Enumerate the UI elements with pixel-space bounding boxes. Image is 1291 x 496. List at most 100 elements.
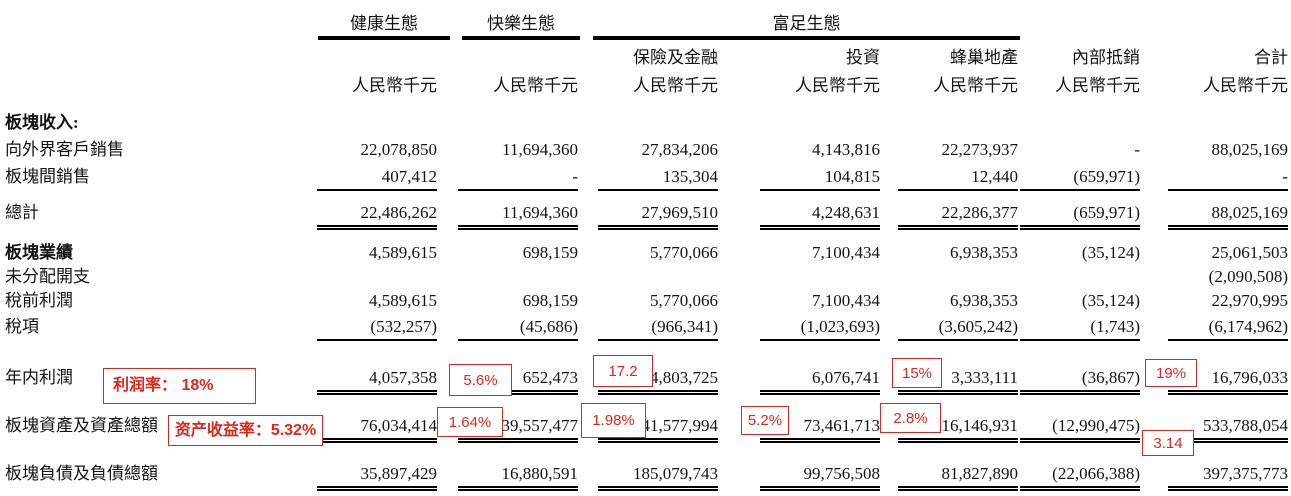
header-rule-wealth [593, 36, 1020, 40]
annotation-total-profit-margin: 19% [1145, 359, 1197, 387]
cell-value: 407,412 [317, 166, 437, 191]
unit-label: 人民幣千元 [1055, 76, 1140, 95]
group-header-happy: 快樂生態 [487, 14, 555, 33]
cell-value: 11,694,360 [502, 140, 578, 159]
units-row: 人民幣千元 人民幣千元 人民幣千元 人民幣千元 人民幣千元 人民幣千元 人民幣千… [0, 75, 1288, 97]
cell-value: 35,897,429 [317, 463, 437, 491]
cell-value: 698,159 [522, 243, 578, 262]
annotation-happy-return-on-assets: 1.64% [437, 407, 503, 437]
cell-value: 27,969,510 [598, 202, 718, 230]
cell-value: 4,143,816 [812, 140, 880, 159]
cell-value: (6,174,962) [1168, 316, 1288, 341]
table-row-segment-liabilities: 板塊負債及負債總額 35,897,429 16,880,591 185,079,… [0, 463, 1288, 491]
column-header-insurance: 保險及金融 [633, 48, 718, 67]
cell-value: (1,743) [1020, 316, 1140, 341]
row-label: 總計 [5, 203, 39, 222]
cell-value: 22,970,995 [1211, 291, 1289, 310]
cell-value: 4,803,725 [598, 367, 718, 395]
cell-value: 39,557,477 [458, 415, 578, 443]
cell-value: (966,341) [598, 316, 718, 341]
cell-value: (12,990,475) [1020, 415, 1140, 443]
cell-value: (22,066,388) [1020, 463, 1140, 491]
column-header-elimination: 內部抵銷 [1072, 48, 1140, 67]
cell-value: 22,486,262 [317, 202, 437, 230]
cell-value: 16,880,591 [458, 463, 578, 491]
annotation-return-on-assets: 资产收益率：5.32% [168, 415, 323, 446]
cell-value: 16,796,033 [1168, 367, 1288, 395]
cell-value: (532,257) [317, 316, 437, 341]
row-label: 向外界客戶銷售 [5, 140, 124, 159]
cell-value: 11,694,360 [458, 202, 578, 230]
unit-label: 人民幣千元 [1203, 76, 1288, 95]
sub-header-row: 保險及金融 投資 蜂巢地產 內部抵銷 合計 [0, 47, 1288, 69]
cell-value: 76,034,414 [317, 415, 437, 443]
cell-value: 652,473 [458, 367, 578, 395]
sub-header-spacer [0, 47, 308, 69]
cell-value: 12,440 [898, 166, 1018, 191]
cell-value: (3,605,242) [898, 316, 1018, 341]
column-header-investment: 投資 [846, 48, 880, 67]
cell-value: 88,025,169 [1211, 140, 1289, 159]
cell-value: (35,124) [1081, 243, 1140, 262]
cell-value: 16,146,931 [898, 415, 1018, 443]
cell-value: 25,061,503 [1211, 243, 1289, 262]
cell-value: (1,023,693) [760, 316, 880, 341]
column-header-hive-property: 蜂巢地產 [950, 48, 1018, 67]
unit-label: 人民幣千元 [795, 76, 880, 95]
cell-value: 397,375,773 [1168, 463, 1288, 491]
cell-value: 5,770,066 [650, 291, 718, 310]
row-label: 板塊負債及負債總額 [5, 464, 158, 483]
table-row-revenue-total: 總計 22,486,262 11,694,360 27,969,510 4,24… [0, 202, 1288, 230]
annotation-investment-return-on-assets: 5.2% [741, 406, 789, 435]
table-row-external-sales: 向外界客戶銷售 22,078,850 11,694,360 27,834,206… [0, 139, 1288, 162]
cell-value: (659,971) [1020, 166, 1140, 191]
row-label: 板塊資產及資產總額 [5, 416, 158, 435]
cell-value: 104,815 [760, 166, 880, 191]
row-label: 板塊間銷售 [5, 167, 90, 186]
annotation-insurance-return-on-assets: 1.98% [581, 403, 646, 438]
cell-value: 4,057,358 [317, 367, 437, 395]
cell-value: 533,788,054 [1168, 415, 1288, 443]
group-header-health: 健康生態 [350, 14, 418, 33]
cell-value: 22,078,850 [360, 140, 438, 159]
cell-value: 7,100,434 [812, 243, 880, 262]
row-label: 稅前利潤 [5, 291, 73, 310]
cell-value: 22,286,377 [898, 202, 1018, 230]
annotation-happy-profit-margin: 5.6% [449, 364, 512, 396]
table-row-intersegment-sales: 板塊間銷售 407,412 - 135,304 104,815 12,440 (… [0, 166, 1288, 191]
cell-value: 4,248,631 [760, 202, 880, 230]
table-row-segment-results: 板塊業績 4,589,615 698,159 5,770,066 7,100,4… [0, 242, 1288, 265]
header-rule-health [318, 36, 450, 40]
cell-value: (2,090,508) [1208, 267, 1288, 286]
group-header-wealth: 富足生態 [772, 14, 841, 33]
row-label: 年内利潤 [5, 368, 73, 387]
cell-value: 698,159 [522, 291, 578, 310]
table-row-tax: 稅項 (532,257) (45,686) (966,341) (1,023,6… [0, 316, 1288, 341]
cell-value: 241,577,994 [598, 415, 718, 443]
cell-value: 185,079,743 [598, 463, 718, 491]
row-label: 板塊業績 [5, 243, 73, 262]
unit-label: 人民幣千元 [933, 76, 1018, 95]
annotation-hive-profit-margin: 15% [892, 358, 942, 388]
cell-value: - [458, 166, 578, 191]
cell-value: 81,827,890 [898, 463, 1018, 491]
table-row-unallocated-expenses: 未分配開支 (2,090,508) [0, 266, 1288, 289]
row-label: 稅項 [5, 317, 39, 336]
cell-value: - [1168, 166, 1288, 191]
cell-value: 7,100,434 [812, 291, 880, 310]
row-label: 板塊收入: [5, 113, 79, 132]
annotation-insurance-profit-margin: 17.2 [593, 355, 653, 387]
cell-value: 73,461,713 [760, 415, 880, 443]
annotation-hive-return-on-assets: 2.8% [880, 403, 941, 433]
cell-value: 27,834,206 [641, 140, 719, 159]
table-row-segment-assets: 板塊資產及資產總額 76,034,414 39,557,477 241,577,… [0, 415, 1288, 443]
annotation-profit-margin: 利润率： 18% [103, 368, 256, 404]
cell-value: (35,124) [1081, 291, 1140, 310]
cell-value: (659,971) [1020, 202, 1140, 230]
cell-value: (36,867) [1020, 367, 1140, 395]
cell-value: (45,686) [458, 316, 578, 341]
annotation-total-return-on-assets: 3.14 [1142, 430, 1194, 456]
cell-value: 135,304 [598, 166, 718, 191]
table-row-profit-for-year: 年内利潤 4,057,358 652,473 4,803,725 6,076,7… [0, 367, 1288, 395]
